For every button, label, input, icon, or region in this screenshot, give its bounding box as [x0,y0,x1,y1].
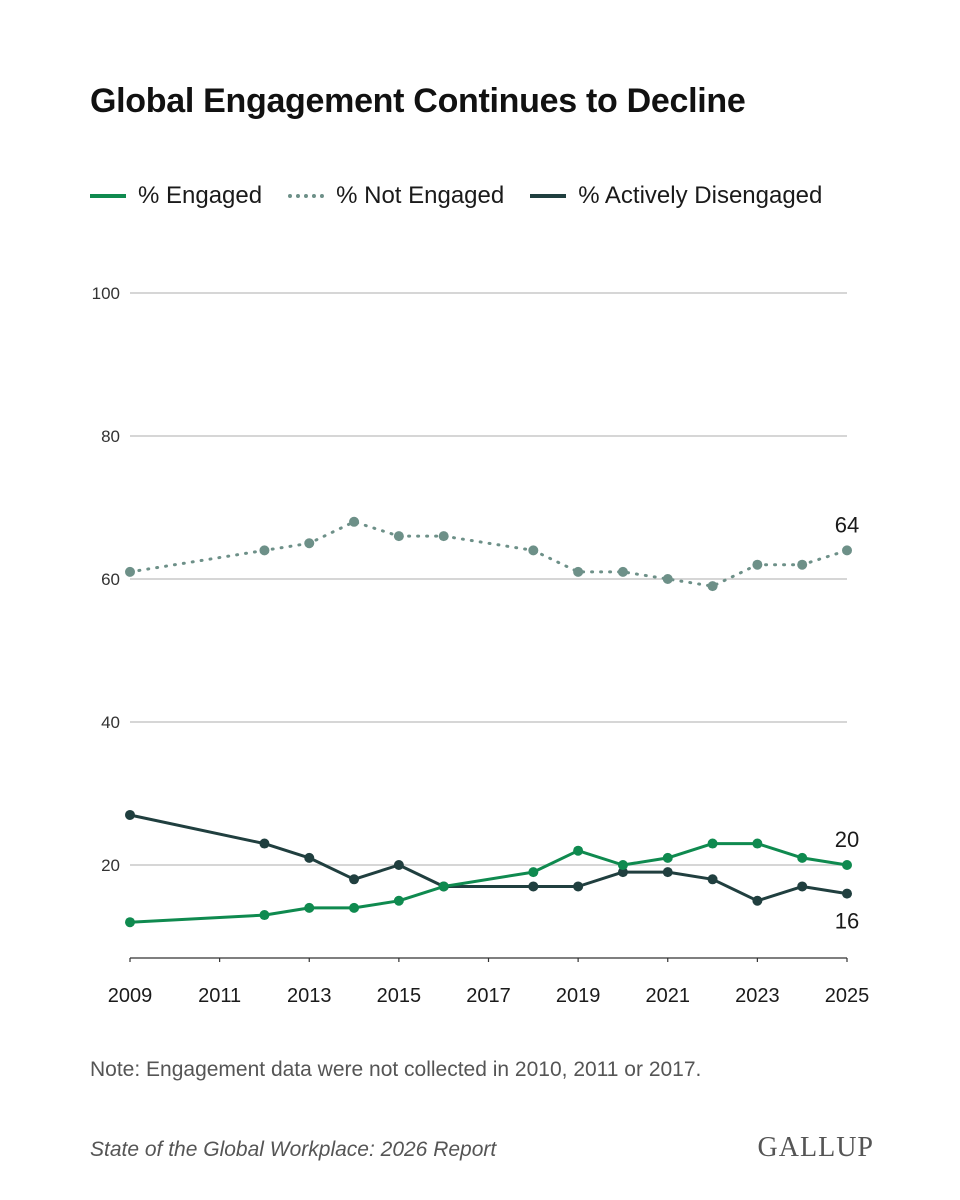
y-tick-label-80: 80 [101,427,120,446]
point-engaged-2009 [125,917,135,928]
x-tick-label-2019: 2019 [556,985,601,1007]
x-tick-label-2025: 2025 [825,985,870,1007]
point-actively-disengaged-2020 [617,867,628,878]
point-not-engaged-2022 [707,581,718,592]
point-actively-disengaged-2009 [125,809,135,820]
point-actively-disengaged-2018 [528,881,539,892]
point-not-engaged-2018 [528,545,539,556]
legend-item-engaged: % Engaged [90,182,262,210]
line-chart: 20 40 60 80 100 2009 2011 2013 2015 2017 2019 2021 2… [92,284,870,1007]
point-not-engaged-2020 [617,566,628,577]
point-actively-disengaged-2025 [842,888,852,899]
point-not-engaged-2021 [662,574,673,584]
point-not-engaged-2009 [125,566,135,577]
end-label-not-engaged: 64 [835,512,859,537]
point-engaged-2024 [797,852,808,863]
y-tick-label-100: 100 [92,284,120,303]
end-label-actively-disengaged: 16 [835,909,859,934]
point-not-engaged-2016 [438,531,449,542]
chart-note: Note: Engagement data were not collected… [90,1058,702,1081]
point-not-engaged-2012 [259,545,270,556]
point-actively-disengaged-2015 [393,860,404,870]
x-tick-label-2015: 2015 [377,985,422,1007]
point-engaged-2025 [842,860,852,870]
legend-label-not-engaged: % Not Engaged [336,182,505,209]
point-not-engaged-2013 [304,538,315,549]
point-engaged-2021 [662,852,673,863]
point-actively-disengaged-2014 [349,874,360,885]
legend-swatch-not-engaged [288,194,325,198]
point-actively-disengaged-2023 [752,895,763,906]
point-engaged-2014 [349,902,360,913]
series-line-not-engaged [128,520,849,588]
point-engaged-2018 [528,867,539,878]
legend-item-not-engaged: % Not Engaged [288,182,504,210]
x-tick-label-2011: 2011 [198,985,241,1007]
legend-label-actively-disengaged: % Actively Disengaged [578,182,823,209]
legend-swatch-engaged [90,194,126,198]
point-engaged-2015 [393,895,404,906]
point-engaged-2023 [752,838,763,849]
point-not-engaged-2015 [393,531,404,542]
point-engaged-2013 [304,902,315,913]
point-engaged-2019 [573,845,584,856]
x-tick-label-2021: 2021 [646,985,691,1007]
y-tick-label-60: 60 [101,570,120,589]
series-line-actively-disengaged [129,813,848,903]
point-actively-disengaged-2021 [662,867,673,878]
point-not-engaged-2023 [752,559,763,570]
point-engaged-2012 [259,910,270,921]
x-tick-label-2009: 2009 [108,985,153,1007]
legend-swatch-actively-disengaged [530,194,567,198]
legend-item-actively-disengaged: % Actively Disengaged [530,182,822,210]
point-not-engaged-2014 [349,516,360,527]
legend-label-engaged: % Engaged [138,182,263,209]
series-line-engaged [129,842,848,924]
legend: % Engaged % Not Engaged % Actively Disen… [90,182,848,210]
y-tick-label-40: 40 [101,713,120,732]
point-engaged-2020 [617,860,628,870]
point-not-engaged-2025 [842,545,852,556]
x-tick-label-2017: 2017 [466,985,511,1007]
point-not-engaged-2019 [573,566,584,577]
point-actively-disengaged-2012 [259,838,270,849]
point-not-engaged-2024 [797,559,808,570]
chart-title: Global Engagement Continues to Decline [90,82,746,120]
point-actively-disengaged-2019 [573,881,584,892]
x-tick-label-2023: 2023 [735,985,780,1007]
point-actively-disengaged-2013 [304,852,315,863]
end-label-engaged: 20 [835,827,859,852]
gallup-logo: GALLUP [757,1132,874,1163]
point-actively-disengaged-2024 [797,881,808,892]
source-citation: State of the Global Workplace: 2026 Repo… [90,1138,497,1161]
y-tick-label-20: 20 [101,856,120,875]
point-actively-disengaged-2022 [707,874,718,885]
x-tick-label-2013: 2013 [287,985,332,1007]
point-engaged-2016 [438,881,449,892]
point-engaged-2022 [707,838,718,849]
